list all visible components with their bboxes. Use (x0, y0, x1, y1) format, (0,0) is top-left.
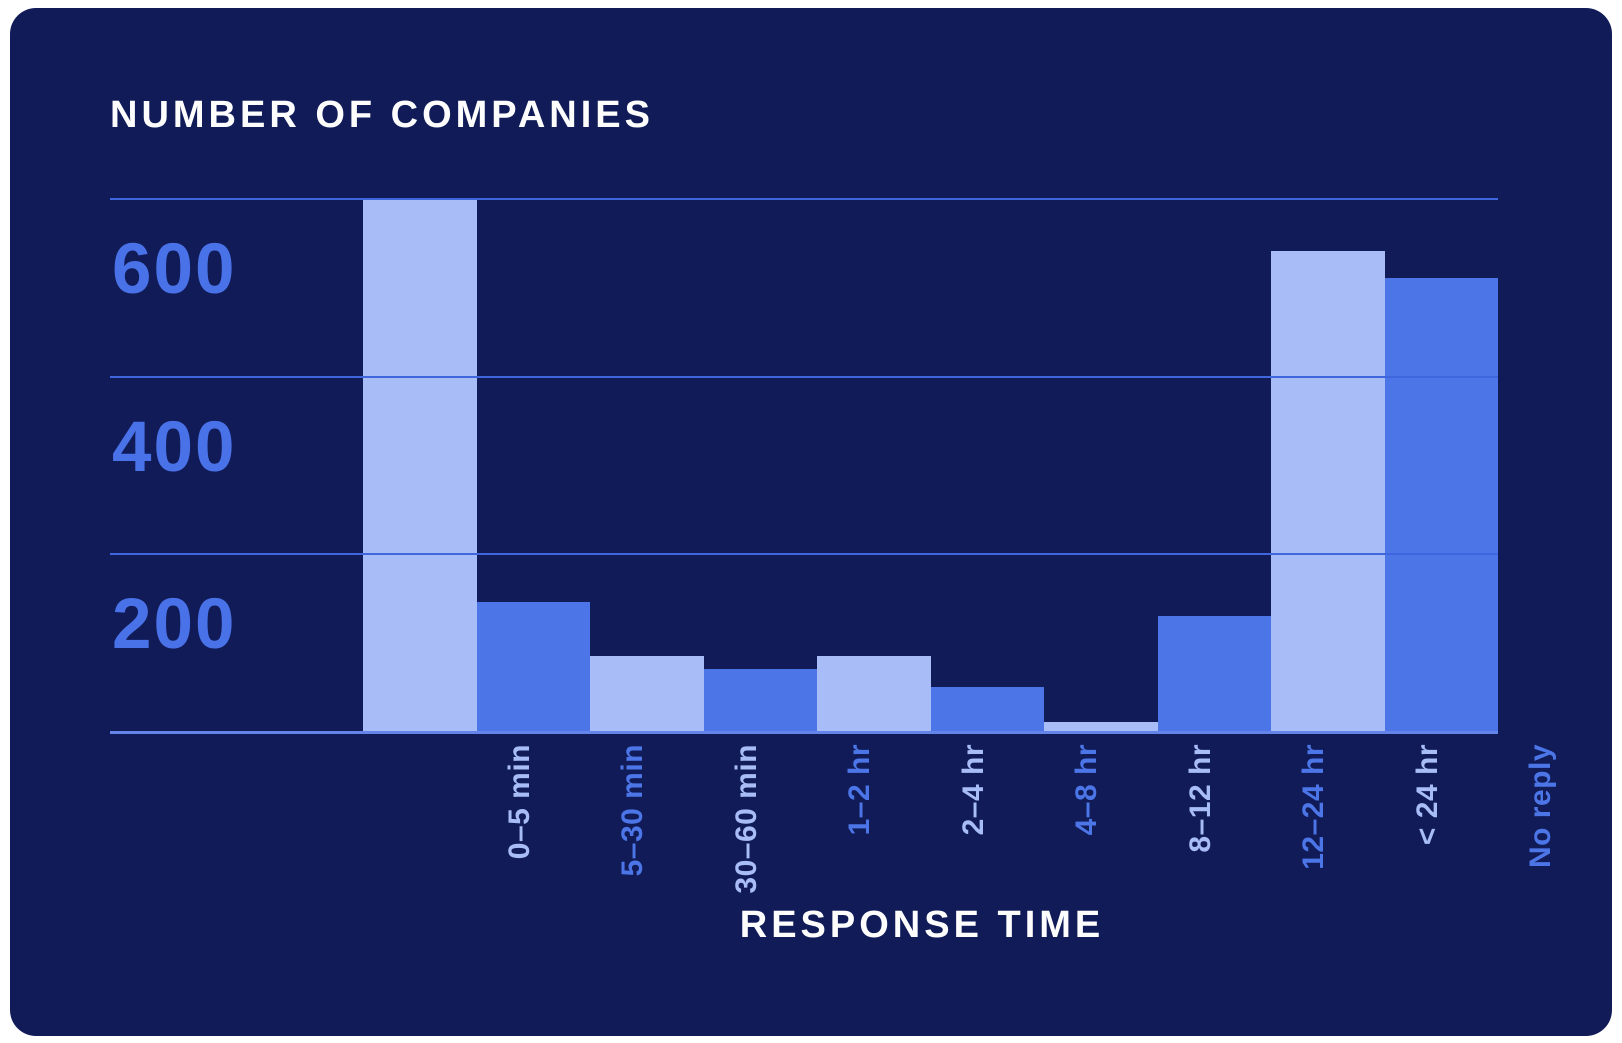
gridline-600: 600 (110, 198, 1498, 309)
bar-no-reply (1384, 277, 1498, 731)
y-tick-label-400: 400 (112, 407, 237, 487)
bar-1-2-hr (703, 668, 817, 731)
x-tick-label-0-5-min: 0–5 min (502, 744, 536, 860)
bar-8-12-hr (1044, 722, 1158, 731)
x-tick-cell-4-8-hr: 4–8 hr (1031, 744, 1145, 894)
bar-5-30-min (476, 602, 590, 731)
bars (363, 198, 1498, 731)
bar-12-24-hr (1157, 615, 1271, 731)
y-axis-title: NUMBER OF COMPANIES (110, 94, 654, 136)
x-tick-label-5-30-min: 5–30 min (616, 744, 650, 877)
x-labels: 0–5 min 5–30 min 30–60 min 1–2 hr 2–4 hr 4–8 … (463, 744, 1598, 894)
x-tick-cell-1-2-hr: 1–2 hr (804, 744, 918, 894)
bar-24-hr (1271, 251, 1385, 731)
x-tick-label-24-hr: < 24 hr (1410, 744, 1444, 846)
y-tick-label-200: 200 (112, 585, 237, 665)
x-tick-cell-24-hr: < 24 hr (1371, 744, 1485, 894)
x-tick-label-2-4-hr: 2–4 hr (956, 744, 990, 836)
bar-30-60-min (590, 655, 704, 731)
x-tick-cell-2-4-hr: 2–4 hr (917, 744, 1031, 894)
x-axis-title: RESPONSE TIME (739, 904, 1105, 946)
bar-4-8-hr (930, 686, 1044, 731)
x-tick-cell-8-12-hr: 8–12 hr (1144, 744, 1258, 894)
x-tick-cell-5-30-min: 5–30 min (577, 744, 691, 894)
x-tick-cell-no-reply: No reply (1485, 744, 1599, 894)
bar-2-4-hr (817, 655, 931, 731)
x-tick-label-8-12-hr: 8–12 hr (1183, 744, 1217, 853)
bar-0-5-min (363, 198, 477, 731)
x-tick-cell-12-24-hr: 12–24 hr (1258, 744, 1372, 894)
y-tick-label-600: 600 (112, 230, 237, 309)
gridline-400: 400 (110, 375, 1498, 486)
plot-area: 600 400 200 (110, 198, 1498, 734)
x-tick-cell-0-5-min: 0–5 min (463, 744, 577, 894)
gridline-200: 200 (110, 553, 1498, 664)
chart-card: NUMBER OF COMPANIES 600 400 200 0–5 min 5… (10, 8, 1612, 1036)
x-tick-label-1-2-hr: 1–2 hr (843, 744, 877, 836)
x-tick-label-4-8-hr: 4–8 hr (1070, 744, 1104, 836)
x-tick-label-30-60-min: 30–60 min (729, 744, 763, 894)
x-tick-cell-30-60-min: 30–60 min (690, 744, 804, 894)
x-tick-label-no-reply: No reply (1524, 744, 1558, 869)
x-tick-label-12-24-hr: 12–24 hr (1297, 744, 1331, 870)
